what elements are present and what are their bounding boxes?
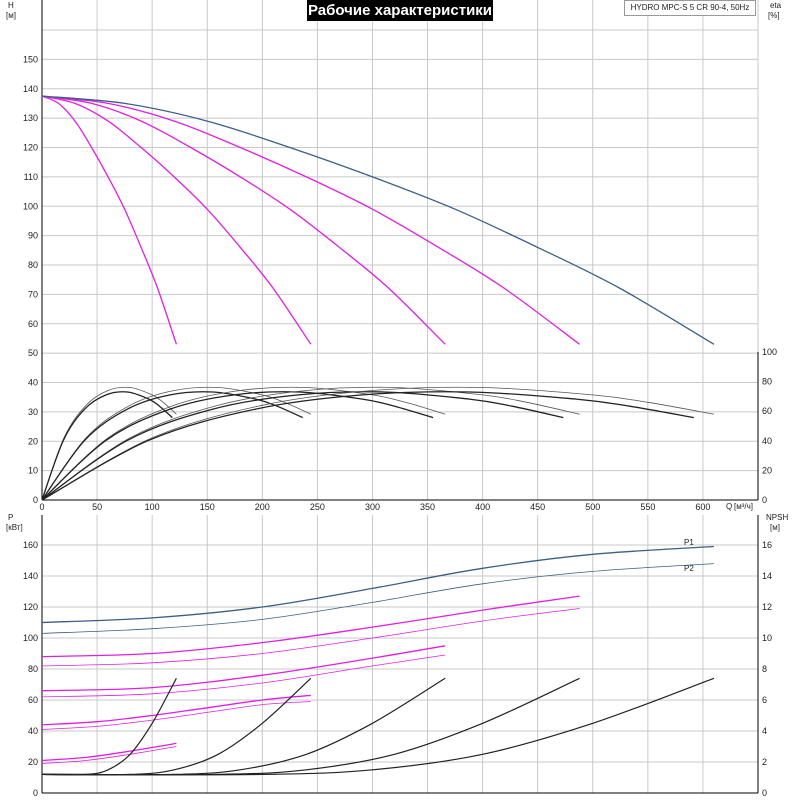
eta-curve-1-pumps [41, 391, 173, 501]
axes [41, 0, 759, 794]
x-tick-label: 0 [39, 502, 44, 512]
eta-tick-label: 20 [762, 465, 772, 475]
chart-title: Рабочие характеристики [307, 0, 493, 21]
head-tick-label: 0 [33, 495, 38, 505]
eta-tick-label: 0 [762, 495, 767, 505]
power-curve-1-pumps-8 [41, 742, 177, 762]
x-tick-label: 400 [475, 502, 490, 512]
x-tick-label: 300 [365, 502, 380, 512]
curves [41, 95, 715, 776]
head-tick-label: 130 [23, 113, 38, 123]
head-curve-3-pumps [41, 95, 446, 345]
npsh-curve-3-pumps [41, 677, 446, 776]
power-tick-label: 120 [23, 602, 38, 612]
npsh-curve-2-pumps [41, 677, 312, 776]
eta-curve-3-pumps [41, 391, 434, 501]
x-tick-label: 200 [255, 502, 270, 512]
x-tick-label: 350 [420, 502, 435, 512]
eta-curve-thin-3-pumps [41, 386, 446, 501]
x-tick-label: 150 [200, 502, 215, 512]
head-tick-label: 90 [28, 231, 38, 241]
npsh-tick-label: 4 [762, 726, 767, 736]
x-tick-label: 600 [695, 502, 710, 512]
x-tick-label: 50 [92, 502, 102, 512]
npsh-tick-label: 0 [762, 788, 767, 798]
head-tick-label: 10 [28, 466, 38, 476]
grid [41, 0, 759, 794]
head-axis-unit: [м] [6, 11, 16, 20]
head-curve-4-pumps [41, 95, 580, 345]
power-curve-2-pumps-7 [41, 701, 311, 730]
head-tick-label: 140 [23, 84, 38, 94]
npsh-axis-unit: [м] [770, 523, 780, 532]
x-tick-label: 550 [640, 502, 655, 512]
eta-curve-thin-4-pumps [41, 386, 580, 501]
head-tick-label: 70 [28, 289, 38, 299]
power-curve-3-pumps-4 [41, 645, 446, 692]
eta-axis-label: eta [770, 1, 782, 10]
x-tick-label: 500 [585, 502, 600, 512]
power-curve-2-pumps-6 [41, 694, 311, 726]
eta-curve-4-pumps [41, 391, 564, 501]
eta-tick-label: 40 [762, 436, 772, 446]
head-tick-label: 30 [28, 407, 38, 417]
power-axis-unit: [кВт] [6, 523, 23, 532]
p1-series-label: P1 [684, 538, 694, 547]
power-axis-label: P [8, 513, 13, 522]
head-tick-label: 150 [23, 54, 38, 64]
head-tick-label: 50 [28, 348, 38, 358]
x-tick-label: 250 [310, 502, 325, 512]
eta-tick-label: 80 [762, 377, 772, 387]
npsh-tick-label: 6 [762, 695, 767, 705]
tick-labels: 0 50 100 150 200 250 300 350 400 450 500 550 6000102… [23, 54, 777, 798]
head-tick-label: 80 [28, 260, 38, 270]
head-tick-label: 120 [23, 143, 38, 153]
power-tick-label: 80 [28, 664, 38, 674]
p2-series-label: P2 [684, 564, 694, 573]
eta-curve-5-pumps [41, 391, 694, 501]
head-tick-label: 60 [28, 319, 38, 329]
power-tick-label: 60 [28, 695, 38, 705]
head-axis-label: H [8, 1, 14, 10]
power-curve-4-pumps-2 [41, 595, 580, 658]
eta-tick-label: 60 [762, 406, 772, 416]
eta-curve-thin-5-pumps [41, 386, 714, 501]
power-curve-3-pumps-5 [41, 654, 446, 698]
head-tick-label: 100 [23, 201, 38, 211]
npsh-tick-label: 16 [762, 540, 772, 550]
head-curve-2-pumps [41, 95, 312, 345]
npsh-tick-label: 10 [762, 633, 772, 643]
power-tick-label: 100 [23, 633, 38, 643]
power-tick-label: 40 [28, 726, 38, 736]
flow-axis-label: Q [726, 502, 732, 511]
model-label: HYDRO MPC-S 5 CR 90-4, 50Hz [624, 0, 756, 16]
x-tick-label: 450 [530, 502, 545, 512]
power-tick-label: 160 [23, 540, 38, 550]
head-curve-1-pumps [41, 95, 178, 345]
npsh-tick-label: 2 [762, 757, 767, 767]
power-tick-label: 0 [33, 788, 38, 798]
npsh-curve-5-pumps [41, 677, 715, 776]
power-curve-4-pumps-3 [41, 608, 580, 667]
head-tick-label: 20 [28, 436, 38, 446]
power-tick-label: 20 [28, 757, 38, 767]
npsh-axis-label: NPSH [766, 513, 788, 522]
head-curve-5-pumps [41, 95, 715, 345]
x-tick-label: 100 [145, 502, 160, 512]
power-tick-label: 140 [23, 571, 38, 581]
npsh-curve-1-pumps [41, 678, 177, 776]
eta-tick-label: 100 [762, 347, 777, 357]
power-curve-1-pumps-9 [41, 746, 177, 764]
head-tick-label: 40 [28, 378, 38, 388]
npsh-tick-label: 12 [762, 602, 772, 612]
flow-axis-unit: [м³/ч] [734, 502, 753, 511]
head-tick-label: 110 [24, 172, 38, 182]
npsh-tick-label: 8 [762, 664, 767, 674]
power-curve-5-pumps-0 [41, 545, 714, 624]
power-curve-5-pumps-1 [41, 563, 714, 634]
npsh-tick-label: 14 [762, 571, 772, 581]
eta-axis-unit: [%] [768, 11, 780, 20]
